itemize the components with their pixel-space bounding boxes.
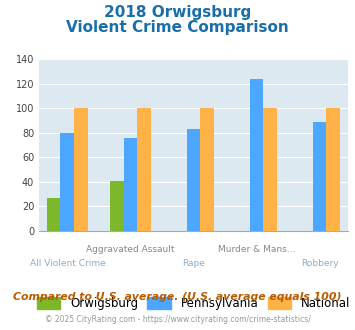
Text: Murder & Mans...: Murder & Mans...: [218, 245, 295, 254]
Bar: [60, 133, 74, 231]
Bar: [137, 109, 151, 231]
Text: Aggravated Assault: Aggravated Assault: [86, 245, 175, 254]
Bar: [110, 181, 124, 231]
Text: 2018 Orwigsburg: 2018 Orwigsburg: [104, 5, 251, 20]
Bar: [201, 109, 214, 231]
Bar: [74, 109, 88, 231]
Legend: Orwigsburg, Pennsylvania, National: Orwigsburg, Pennsylvania, National: [32, 292, 355, 314]
Text: Rape: Rape: [182, 259, 205, 268]
Bar: [250, 79, 263, 231]
Text: All Violent Crime: All Violent Crime: [29, 259, 105, 268]
Bar: [124, 138, 137, 231]
Bar: [313, 122, 327, 231]
Text: Robbery: Robbery: [301, 259, 338, 268]
Bar: [327, 109, 340, 231]
Text: © 2025 CityRating.com - https://www.cityrating.com/crime-statistics/: © 2025 CityRating.com - https://www.city…: [45, 315, 310, 324]
Bar: [263, 109, 277, 231]
Bar: [186, 129, 201, 231]
Text: Compared to U.S. average. (U.S. average equals 100): Compared to U.S. average. (U.S. average …: [13, 292, 342, 302]
Bar: [47, 198, 60, 231]
Text: Violent Crime Comparison: Violent Crime Comparison: [66, 20, 289, 35]
